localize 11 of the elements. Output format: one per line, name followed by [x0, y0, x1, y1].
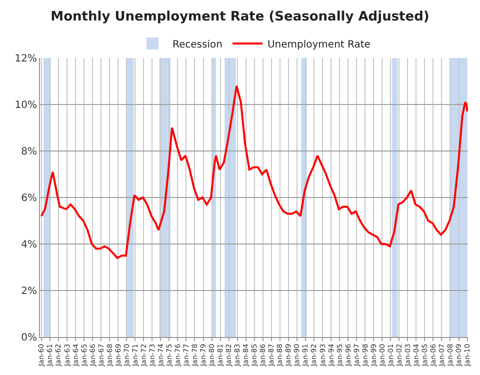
y-tick-label: 2% — [21, 286, 37, 297]
y-tick-label: 12% — [14, 54, 37, 64]
chart-title: Monthly Unemployment Rate (Seasonally Adjusted) — [50, 9, 430, 24]
y-tick-label: 6% — [21, 193, 37, 204]
line-series — [40, 84, 468, 259]
y-tick-label: 8% — [21, 146, 37, 158]
y-tick-label: 10% — [14, 100, 37, 111]
legend-label: Unemployment Rate — [267, 39, 370, 50]
y-tick-label: 4% — [21, 240, 37, 250]
legend-label: Recession — [172, 39, 222, 50]
y-tick-label: 0% — [21, 332, 37, 344]
